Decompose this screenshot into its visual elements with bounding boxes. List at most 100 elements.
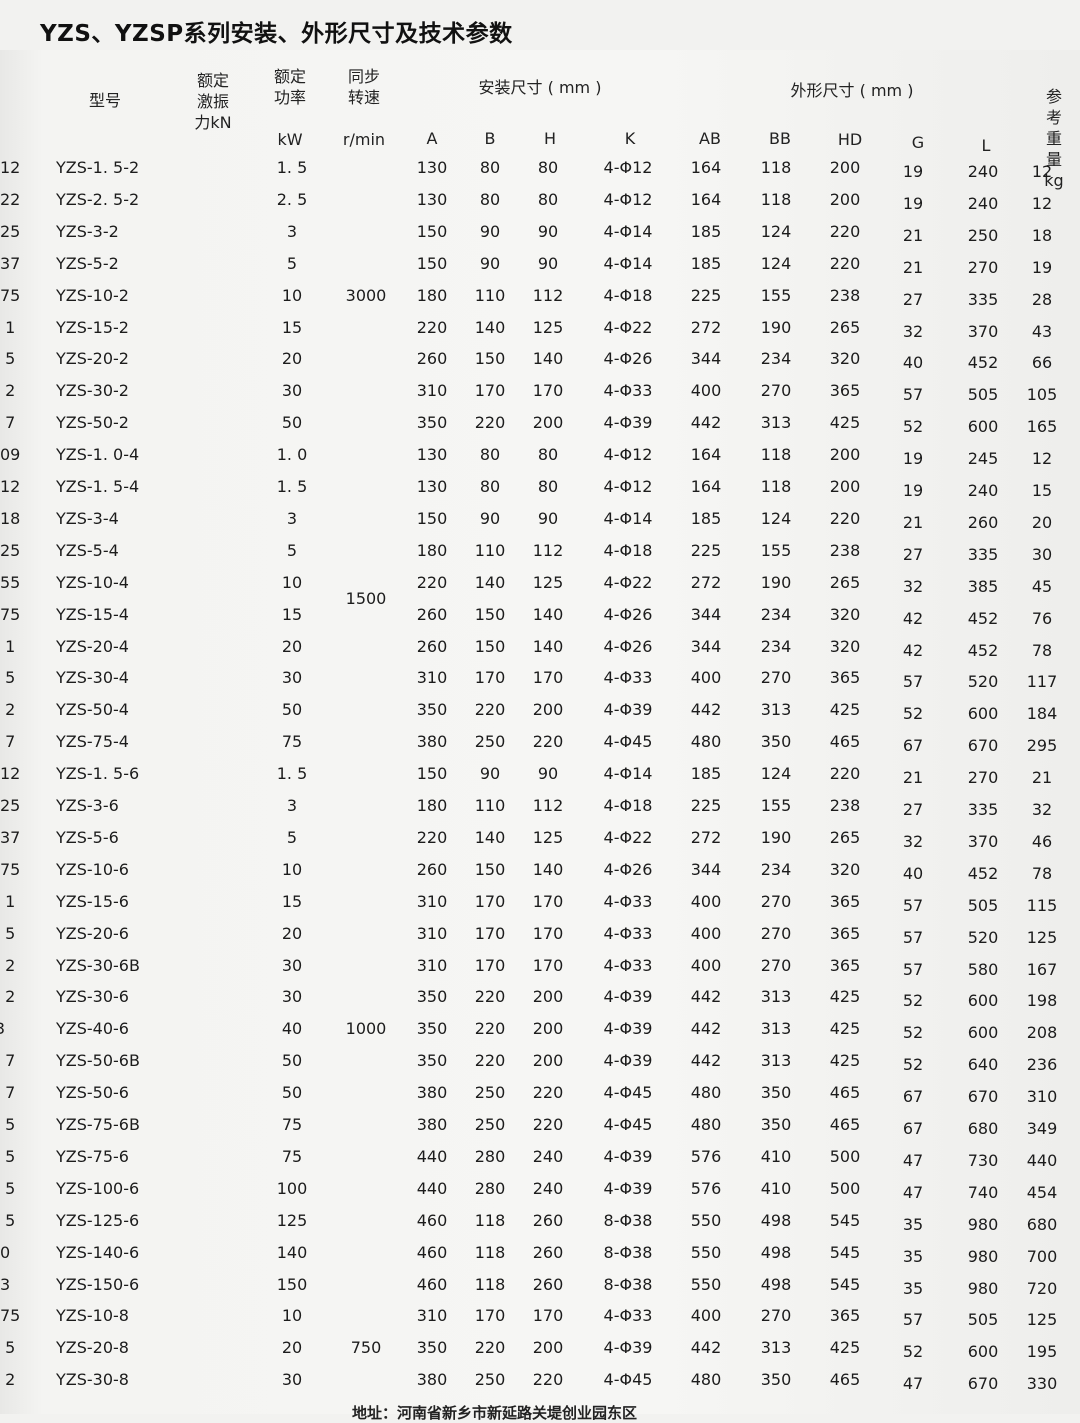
cell-model: YZS-50-6B xyxy=(56,1051,140,1071)
cell-H: 220 xyxy=(532,1115,564,1134)
cell-HD: 500 xyxy=(829,1178,861,1198)
cell-A: 380 xyxy=(416,1115,448,1134)
cell-B: 110 xyxy=(474,285,506,305)
cell-K: 4-Φ26 xyxy=(603,636,653,656)
cell-model: YZS-30-6B xyxy=(56,955,140,975)
cell-weight: 20 xyxy=(1031,512,1053,532)
cell-BB: 313 xyxy=(760,1019,792,1039)
cell-H: 260 xyxy=(532,1242,564,1262)
cell-L: 505 xyxy=(967,385,999,405)
cell-power: 75 xyxy=(281,1115,303,1134)
cell-HD: 238 xyxy=(829,540,861,560)
cell-G: 57 xyxy=(902,1310,924,1330)
cell-L: 245 xyxy=(967,449,999,469)
cell-L: 240 xyxy=(967,481,999,500)
cell-B: 140 xyxy=(474,827,506,847)
cell-B: 80 xyxy=(479,158,501,177)
cell-B: 170 xyxy=(474,381,506,401)
cell-model: YZS-10-4 xyxy=(56,572,129,592)
cell-power: 15 xyxy=(281,891,303,911)
cell-L: 505 xyxy=(967,1310,999,1330)
cell-H: 90 xyxy=(537,221,559,241)
cell-K: 4-Φ12 xyxy=(603,158,653,177)
cell-G: 57 xyxy=(902,672,924,692)
cell-speed: 13 xyxy=(0,1274,11,1294)
cell-speed: 2. 2 xyxy=(0,1370,16,1390)
cell-speed: 3. 7 xyxy=(0,1083,16,1103)
cell-G: 32 xyxy=(902,576,924,596)
cell-L: 980 xyxy=(967,1246,999,1266)
cell-A: 350 xyxy=(416,1019,448,1039)
cell-AB: 550 xyxy=(690,1274,722,1294)
cell-A: 460 xyxy=(416,1210,448,1230)
header-power: 额定 功率 kW xyxy=(273,67,307,149)
cell-A: 130 xyxy=(416,477,448,496)
cell-L: 740 xyxy=(967,1182,999,1202)
cell-L: 980 xyxy=(967,1214,999,1234)
cell-B: 90 xyxy=(479,221,501,241)
cell-H: 200 xyxy=(532,700,564,720)
cell-speed: 5. 5 xyxy=(0,1115,16,1134)
cell-speed: 1. 5 xyxy=(0,1338,16,1358)
cell-weight: 720 xyxy=(1026,1278,1058,1298)
cell-power: 20 xyxy=(281,349,303,369)
cell-B: 170 xyxy=(474,955,506,975)
cell-weight: 66 xyxy=(1031,353,1053,373)
cell-K: 4-Φ18 xyxy=(603,796,653,815)
cell-BB: 190 xyxy=(760,572,792,592)
cell-L: 670 xyxy=(967,1374,999,1394)
cell-power: 3 xyxy=(286,221,298,241)
cell-B: 110 xyxy=(474,796,506,815)
cell-A: 310 xyxy=(416,923,448,943)
cell-B: 280 xyxy=(474,1178,506,1198)
cell-HD: 425 xyxy=(829,1051,861,1071)
cell-BB: 234 xyxy=(760,349,792,369)
cell-weight: 198 xyxy=(1026,991,1058,1011)
cell-speed: 1. 5 xyxy=(0,349,16,369)
cell-G: 67 xyxy=(902,736,924,756)
cell-K: 4-Φ45 xyxy=(603,1083,653,1103)
cell-L: 370 xyxy=(967,831,999,851)
cell-A: 130 xyxy=(416,445,448,465)
cell-B: 140 xyxy=(474,572,506,592)
cell-H: 170 xyxy=(532,955,564,975)
cell-G: 35 xyxy=(902,1214,924,1234)
cell-AB: 442 xyxy=(690,987,722,1007)
cell-speed: 3. 7 xyxy=(0,413,16,433)
cell-B: 220 xyxy=(474,1051,506,1071)
cell-K: 4-Φ14 xyxy=(603,221,653,241)
cell-G: 32 xyxy=(902,831,924,851)
cell-BB: 234 xyxy=(760,604,792,624)
cell-G: 42 xyxy=(902,640,924,660)
cell-weight: 78 xyxy=(1031,863,1053,883)
cell-B: 90 xyxy=(479,253,501,273)
cell-A: 310 xyxy=(416,955,448,975)
cell-G: 57 xyxy=(902,895,924,915)
cell-power: 40 xyxy=(281,1019,303,1039)
cell-H: 140 xyxy=(532,859,564,879)
cell-model: YZS-10-6 xyxy=(56,859,129,879)
cell-L: 520 xyxy=(967,672,999,692)
cell-HD: 365 xyxy=(829,668,861,688)
speed-group-value: 3000 xyxy=(345,285,387,305)
cell-power: 20 xyxy=(281,923,303,943)
cell-H: 220 xyxy=(532,732,564,752)
cell-G: 40 xyxy=(902,353,924,373)
cell-speed: 1. 5 xyxy=(0,668,16,688)
cell-L: 505 xyxy=(967,895,999,915)
cell-power: 3 xyxy=(286,508,298,528)
cell-H: 240 xyxy=(532,1178,564,1198)
cell-speed: 2. 2 xyxy=(0,955,16,975)
header-L: L xyxy=(981,136,991,155)
cell-AB: 164 xyxy=(690,477,722,496)
cell-H: 170 xyxy=(532,1306,564,1326)
cell-AB: 480 xyxy=(690,732,722,752)
cell-A: 180 xyxy=(416,540,448,560)
cell-AB: 550 xyxy=(690,1242,722,1262)
cell-model: YZS-1. 5-6 xyxy=(56,764,140,784)
cell-power: 30 xyxy=(281,381,303,401)
cell-L: 452 xyxy=(967,608,999,628)
cell-model: YZS-75-6 xyxy=(56,1146,129,1166)
cell-model: YZS-40-6 xyxy=(56,1019,129,1039)
header-force: 额定 激振 力kN xyxy=(194,71,232,132)
